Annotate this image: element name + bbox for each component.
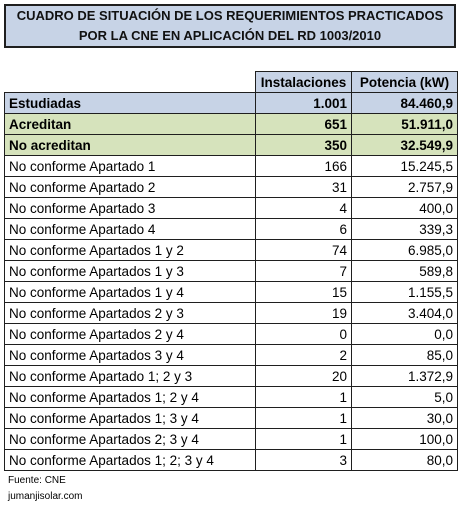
table-row: No conforme Apartados 2 y 3 19 3.404,0 bbox=[4, 302, 458, 324]
table-row: No conforme Apartados 1 y 3 7 589,8 bbox=[4, 260, 458, 282]
row-instalaciones: 166 bbox=[255, 155, 352, 177]
row-instalaciones: 2 bbox=[255, 344, 352, 366]
table-row: No conforme Apartado 3 4 400,0 bbox=[4, 197, 458, 219]
detail-rows: No conforme Apartado 1 166 15.245,5 No conf… bbox=[4, 155, 458, 471]
row-instalaciones: 4 bbox=[255, 197, 352, 219]
row-instalaciones: 7 bbox=[255, 260, 352, 282]
table-row: No conforme Apartado 1; 2 y 3 20 1.372,9 bbox=[4, 365, 458, 387]
row-potencia: 6.985,0 bbox=[351, 239, 458, 261]
row-label: No conforme Apartados 1 y 2 bbox=[4, 239, 256, 261]
requirements-table: Instalaciones Potencia (kW) Estudiadas 1… bbox=[4, 71, 458, 471]
footer-site: jumanjisolar.com bbox=[8, 491, 83, 502]
summary-row-no-acreditan: No acreditan 350 32.549,9 bbox=[4, 134, 458, 156]
table-row: No conforme Apartado 1 166 15.245,5 bbox=[4, 155, 458, 177]
row-label: No conforme Apartado 3 bbox=[4, 197, 256, 219]
row-instalaciones: 74 bbox=[255, 239, 352, 261]
row-potencia: 1.372,9 bbox=[351, 365, 458, 387]
table-title: CUADRO DE SITUACIÓN DE LOS REQUERIMIENTO… bbox=[4, 4, 456, 48]
row-instalaciones: 20 bbox=[255, 365, 352, 387]
table-row: No conforme Apartados 2; 3 y 4 1 100,0 bbox=[4, 428, 458, 450]
row-potencia: 51.911,0 bbox=[351, 113, 458, 135]
row-potencia: 80,0 bbox=[351, 449, 458, 471]
row-label: No conforme Apartados 1 y 3 bbox=[4, 260, 256, 282]
title-line-1: CUADRO DE SITUACIÓN DE LOS REQUERIMIENTO… bbox=[16, 8, 444, 23]
table-row: No conforme Apartados 1; 2 y 4 1 5,0 bbox=[4, 386, 458, 408]
row-instalaciones: 350 bbox=[255, 134, 352, 156]
summary-row-estudiadas: Estudiadas 1.001 84.460,9 bbox=[4, 92, 458, 114]
row-instalaciones: 1 bbox=[255, 386, 352, 408]
row-potencia: 0,0 bbox=[351, 323, 458, 345]
table-row: No conforme Apartados 1; 2; 3 y 4 3 80,0 bbox=[4, 449, 458, 471]
row-label: No conforme Apartados 2; 3 y 4 bbox=[4, 428, 256, 450]
row-label: Estudiadas bbox=[4, 92, 256, 114]
row-potencia: 1.155,5 bbox=[351, 281, 458, 303]
row-instalaciones: 31 bbox=[255, 176, 352, 198]
row-label: No conforme Apartados 3 y 4 bbox=[4, 344, 256, 366]
header-instalaciones: Instalaciones bbox=[255, 71, 352, 93]
row-label: No conforme Apartado 1 bbox=[4, 155, 256, 177]
row-label: No conforme Apartados 1; 2; 3 y 4 bbox=[4, 449, 256, 471]
row-potencia: 3.404,0 bbox=[351, 302, 458, 324]
row-instalaciones: 6 bbox=[255, 218, 352, 240]
row-label: No conforme Apartados 1 y 4 bbox=[4, 281, 256, 303]
row-label: No conforme Apartados 1; 2 y 4 bbox=[4, 386, 256, 408]
row-potencia: 2.757,9 bbox=[351, 176, 458, 198]
row-instalaciones: 19 bbox=[255, 302, 352, 324]
title-line-2: POR LA CNE EN APLICACIÓN DEL RD 1003/201… bbox=[78, 28, 382, 43]
row-potencia: 15.245,5 bbox=[351, 155, 458, 177]
table-row: No conforme Apartados 1; 3 y 4 1 30,0 bbox=[4, 407, 458, 429]
row-instalaciones: 651 bbox=[255, 113, 352, 135]
table-row: No conforme Apartados 2 y 4 0 0,0 bbox=[4, 323, 458, 345]
row-label: No conforme Apartado 2 bbox=[4, 176, 256, 198]
row-label: No conforme Apartados 1; 3 y 4 bbox=[4, 407, 256, 429]
row-potencia: 400,0 bbox=[351, 197, 458, 219]
row-instalaciones: 1 bbox=[255, 428, 352, 450]
row-potencia: 84.460,9 bbox=[351, 92, 458, 114]
row-potencia: 85,0 bbox=[351, 344, 458, 366]
header-potencia: Potencia (kW) bbox=[351, 71, 458, 93]
row-label: No conforme Apartado 4 bbox=[4, 218, 256, 240]
footer-source: Fuente: CNE bbox=[8, 475, 66, 486]
row-instalaciones: 0 bbox=[255, 323, 352, 345]
row-label: No conforme Apartados 2 y 4 bbox=[4, 323, 256, 345]
row-label: No acreditan bbox=[4, 134, 256, 156]
row-label: Acreditan bbox=[4, 113, 256, 135]
row-instalaciones: 15 bbox=[255, 281, 352, 303]
table-row: No conforme Apartado 2 31 2.757,9 bbox=[4, 176, 458, 198]
row-potencia: 30,0 bbox=[351, 407, 458, 429]
row-potencia: 5,0 bbox=[351, 386, 458, 408]
row-instalaciones: 1.001 bbox=[255, 92, 352, 114]
table-row: No conforme Apartado 4 6 339,3 bbox=[4, 218, 458, 240]
row-label: No conforme Apartado 1; 2 y 3 bbox=[4, 365, 256, 387]
summary-row-acreditan: Acreditan 651 51.911,0 bbox=[4, 113, 458, 135]
row-potencia: 339,3 bbox=[351, 218, 458, 240]
header-empty-cell bbox=[4, 71, 256, 93]
row-potencia: 100,0 bbox=[351, 428, 458, 450]
header-row: Instalaciones Potencia (kW) bbox=[4, 71, 458, 93]
row-label: No conforme Apartados 2 y 3 bbox=[4, 302, 256, 324]
row-potencia: 32.549,9 bbox=[351, 134, 458, 156]
table-row: No conforme Apartados 3 y 4 2 85,0 bbox=[4, 344, 458, 366]
row-potencia: 589,8 bbox=[351, 260, 458, 282]
row-instalaciones: 3 bbox=[255, 449, 352, 471]
row-instalaciones: 1 bbox=[255, 407, 352, 429]
table-row: No conforme Apartados 1 y 4 15 1.155,5 bbox=[4, 281, 458, 303]
table-row: No conforme Apartados 1 y 2 74 6.985,0 bbox=[4, 239, 458, 261]
